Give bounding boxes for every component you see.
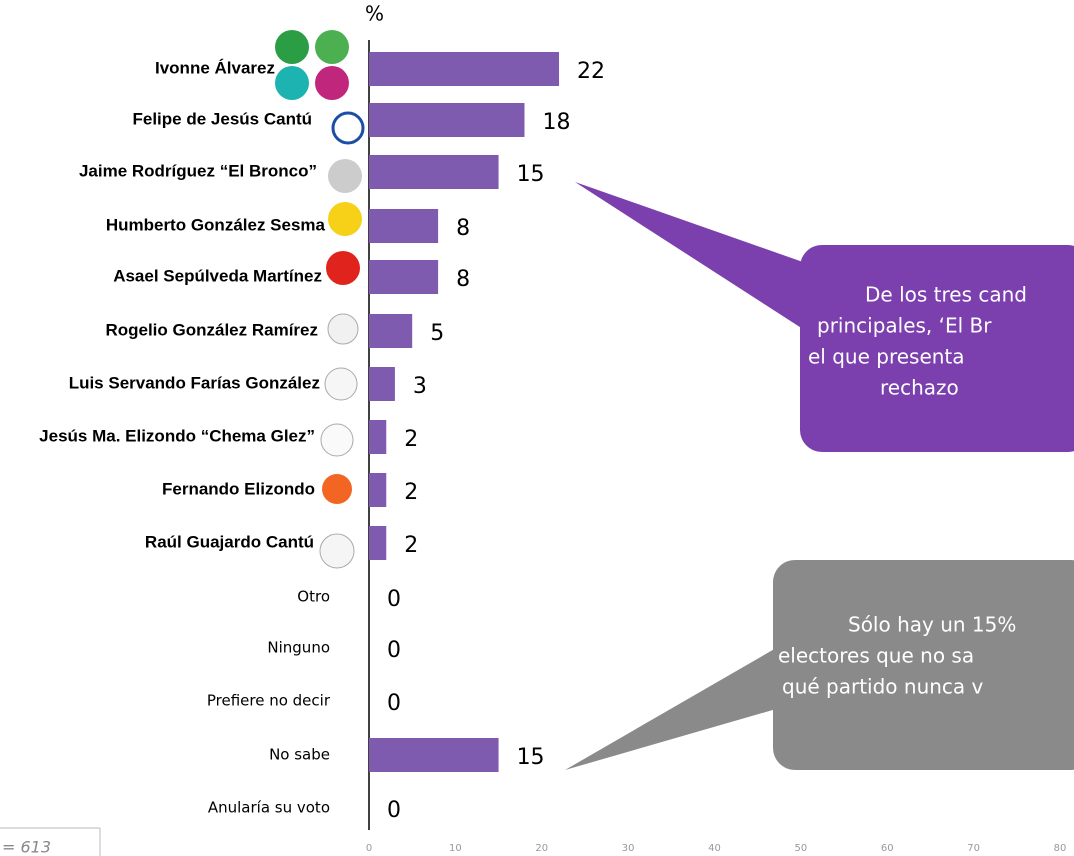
y-tick-label: Fernando Elizondo [162, 479, 315, 498]
annotation-text: qué partido nunca v [782, 675, 984, 699]
x-tick-label: 0 [366, 843, 372, 854]
logo [320, 423, 354, 457]
value-label: 2 [404, 533, 418, 558]
logo [327, 313, 359, 345]
y-tick-label: Anularía su voto [208, 799, 330, 817]
y-tick-label: Ivonne Álvarez [155, 58, 275, 77]
value-label: 2 [404, 427, 418, 452]
value-label: 0 [387, 691, 401, 716]
logo [275, 66, 309, 100]
logo [331, 111, 365, 145]
annotation-text: Sólo hay un 15% [848, 613, 1016, 637]
y-tick-label: Luis Servando Farías González [69, 373, 320, 392]
callout-pointer [565, 640, 790, 770]
value-label: 0 [387, 798, 401, 823]
y-tick-label: Prefiere no decir [207, 692, 331, 710]
callout-pointer [575, 182, 820, 340]
annotation-text: el que presenta [808, 345, 965, 369]
value-label: 8 [456, 267, 470, 292]
value-label: 2 [404, 480, 418, 505]
bar [369, 155, 499, 189]
logo [328, 202, 362, 236]
annotation-text: De los tres cand [865, 283, 1027, 307]
x-tick-label: 10 [449, 843, 462, 854]
x-tick-label: 20 [535, 843, 548, 854]
bar [369, 738, 499, 772]
logo [324, 367, 358, 401]
bar [369, 52, 560, 86]
y-tick-label: Rogelio González Ramírez [105, 320, 318, 339]
annotation-text: rechazo [880, 376, 959, 400]
logo [275, 30, 309, 64]
y-tick-label: No sabe [269, 746, 330, 764]
logo [326, 251, 360, 285]
bar [369, 103, 525, 137]
annotation-text: electores que no sa [778, 644, 974, 668]
logo [322, 474, 352, 504]
bar [369, 420, 387, 454]
axis-label: % [365, 2, 384, 26]
y-tick-label: Otro [297, 588, 330, 606]
y-tick-label: Ninguno [267, 639, 330, 657]
value-label: 3 [413, 374, 427, 399]
callout-box [800, 245, 1074, 452]
value-label: 15 [517, 745, 545, 770]
party-logos [275, 30, 365, 569]
y-tick-label: Asael Sepúlveda Martínez [113, 266, 322, 285]
bar [369, 367, 395, 401]
bar [369, 526, 387, 560]
logo [315, 30, 349, 64]
value-label: 0 [387, 587, 401, 612]
value-label: 18 [542, 110, 570, 135]
x-tick-label: 80 [1054, 843, 1067, 854]
x-tick-label: 30 [622, 843, 635, 854]
value-label: 8 [456, 216, 470, 241]
annotation-text: principales, ‘El Br [817, 314, 992, 338]
bar [369, 209, 439, 243]
bar [369, 473, 387, 507]
y-tick-label: Raúl Guajardo Cantú [145, 532, 314, 551]
logo [315, 66, 349, 100]
bar [369, 260, 439, 294]
y-tick-label: Jesús Ma. Elizondo “Chema Glez” [39, 426, 315, 445]
x-tick-label: 70 [967, 843, 980, 854]
callout-box [773, 560, 1074, 770]
bar [369, 314, 413, 348]
value-label: 0 [387, 638, 401, 663]
value-label: 5 [430, 321, 444, 346]
y-tick-label: Felipe de Jesús Cantú [133, 109, 313, 128]
x-tick-label: 60 [881, 843, 894, 854]
y-tick-label: Humberto González Sesma [106, 215, 326, 234]
y-tick-label: Jaime Rodríguez “El Bronco” [79, 161, 317, 180]
note: = 613 [2, 838, 51, 856]
logo [328, 159, 362, 193]
value-label: 15 [517, 162, 545, 187]
x-tick-label: 40 [708, 843, 721, 854]
x-tick-label: 50 [795, 843, 808, 854]
logo [319, 533, 355, 569]
value-label: 22 [577, 59, 605, 84]
